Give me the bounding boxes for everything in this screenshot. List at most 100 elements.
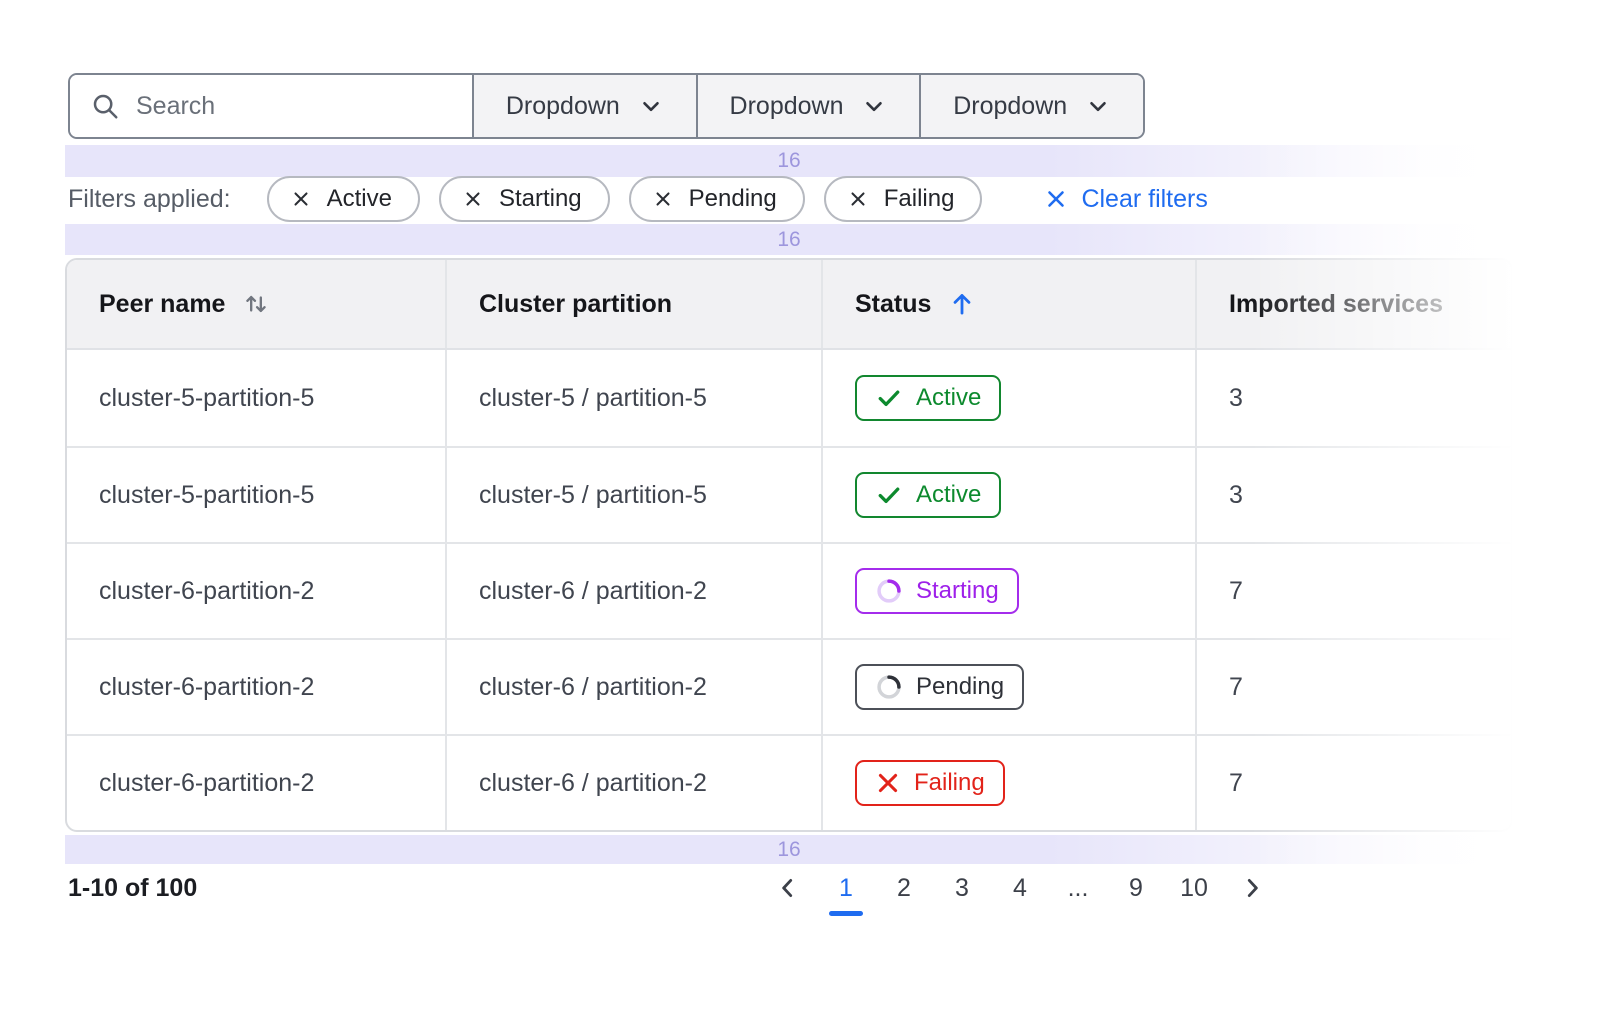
cell-imported-services: 3 xyxy=(1195,448,1511,542)
status-badge-pending: Pending xyxy=(855,664,1025,710)
column-header-status[interactable]: Status xyxy=(821,260,1195,348)
column-header-label: Peer name xyxy=(99,289,226,318)
spacing-marker: 16 xyxy=(65,224,1513,255)
check-icon xyxy=(875,481,903,509)
dropdown-label: Dropdown xyxy=(729,91,844,120)
filter-chip-active[interactable]: Active xyxy=(266,176,420,222)
page-button-2[interactable]: 2 xyxy=(897,873,911,902)
x-icon xyxy=(875,770,901,796)
cell-cluster-partition: cluster-6 / partition-2 xyxy=(445,736,821,830)
filter-chip-label: Starting xyxy=(498,185,582,212)
table-row: cluster-5-partition-5 cluster-5 / partit… xyxy=(67,350,1511,446)
check-icon xyxy=(875,384,903,412)
filters-applied-label: Filters applied: xyxy=(68,184,231,213)
sort-ascending-icon xyxy=(954,294,971,315)
filter-chip-label: Failing xyxy=(883,185,955,212)
dropdown-button-2[interactable]: Dropdown xyxy=(695,75,920,137)
column-header-imported-services: Imported services xyxy=(1195,260,1511,348)
status-badge-starting: Starting xyxy=(855,568,1019,614)
clear-filters-icon xyxy=(1044,187,1068,211)
column-header-cluster-partition: Cluster partition xyxy=(445,260,821,348)
cell-peer-name: cluster-5-partition-5 xyxy=(99,480,315,509)
filter-chip-list: Active Starting Pending Failing xyxy=(266,176,983,222)
filter-chip-label: Pending xyxy=(688,185,777,212)
spacing-marker-value: 16 xyxy=(777,149,801,172)
cell-status: Starting xyxy=(821,544,1195,638)
filter-chip-starting[interactable]: Starting xyxy=(438,176,610,222)
dropdown-label: Dropdown xyxy=(505,91,620,120)
cell-status: Pending xyxy=(821,640,1195,734)
remove-filter-icon xyxy=(462,188,484,210)
chevron-down-icon xyxy=(1090,101,1106,112)
pagination-controls: 1 2 3 4 ... 9 10 xyxy=(768,862,1290,916)
dropdown-button-1[interactable]: Dropdown xyxy=(472,75,696,137)
search-input[interactable] xyxy=(134,90,460,122)
next-page-button[interactable] xyxy=(1232,862,1272,914)
table-row: cluster-6-partition-2 cluster-6 / partit… xyxy=(67,638,1511,734)
cell-cluster-partition: cluster-5 / partition-5 xyxy=(445,350,821,446)
pagination-ellipsis: ... xyxy=(1067,873,1089,902)
status-badge-label: Starting xyxy=(916,577,999,604)
clear-filters-label: Clear filters xyxy=(1081,184,1208,213)
applied-filters-bar: Filters applied: Active Starting Pending xyxy=(68,176,1208,222)
table-row: cluster-6-partition-2 cluster-6 / partit… xyxy=(67,734,1511,830)
remove-filter-icon xyxy=(652,188,674,210)
sort-toggle-icon xyxy=(246,295,267,313)
previous-page-button[interactable] xyxy=(768,862,808,914)
search-icon xyxy=(93,94,118,119)
filter-chip-label: Active xyxy=(326,185,392,212)
search-field[interactable] xyxy=(70,75,472,137)
filter-chip-pending[interactable]: Pending xyxy=(628,176,805,222)
cell-peer-name: cluster-6-partition-2 xyxy=(99,576,315,605)
dropdown-button-3[interactable]: Dropdown xyxy=(919,75,1143,137)
column-header-label: Cluster partition xyxy=(479,289,673,318)
spacing-marker-value: 16 xyxy=(777,227,801,251)
column-header-label: Imported services xyxy=(1229,289,1443,318)
clear-filters-button[interactable]: Clear filters xyxy=(1044,184,1208,214)
filter-toolbar: Dropdown Dropdown Dropdown xyxy=(68,73,1145,139)
page-button-4[interactable]: 4 xyxy=(1013,873,1027,902)
page-button-3[interactable]: 3 xyxy=(955,873,969,902)
spacing-marker: 16 xyxy=(65,835,1513,864)
cell-imported-services: 7 xyxy=(1195,544,1511,638)
chevron-right-icon xyxy=(1247,879,1258,897)
cell-status: Active xyxy=(821,448,1195,542)
cell-imported-services: 3 xyxy=(1195,350,1511,446)
status-badge-label: Failing xyxy=(914,769,985,796)
page-button-1[interactable]: 1 xyxy=(826,862,866,916)
page-button-9[interactable]: 9 xyxy=(1129,873,1143,902)
cell-peer-name: cluster-6-partition-2 xyxy=(99,672,315,701)
cell-peer-name: cluster-6-partition-2 xyxy=(99,768,315,797)
cell-peer-name: cluster-5-partition-5 xyxy=(99,383,315,412)
page-button-10[interactable]: 10 xyxy=(1180,873,1208,902)
spacing-marker-value: 16 xyxy=(777,837,801,861)
spinner-icon xyxy=(875,673,903,701)
spinner-icon xyxy=(875,577,903,605)
cell-cluster-partition: cluster-6 / partition-2 xyxy=(445,640,821,734)
status-badge-label: Pending xyxy=(916,673,1005,700)
spacing-marker: 16 xyxy=(65,145,1513,177)
remove-filter-icon xyxy=(847,188,869,210)
status-badge-label: Active xyxy=(916,384,982,411)
cell-imported-services: 7 xyxy=(1195,736,1511,830)
cell-status: Failing xyxy=(821,736,1195,830)
chevron-down-icon xyxy=(643,101,659,112)
cell-imported-services: 7 xyxy=(1195,640,1511,734)
filter-chip-failing[interactable]: Failing xyxy=(823,176,983,222)
status-badge-label: Active xyxy=(916,481,982,508)
cell-status: Active xyxy=(821,350,1195,446)
chevron-down-icon xyxy=(866,101,883,112)
dropdown-label: Dropdown xyxy=(953,91,1068,120)
column-header-peer-name[interactable]: Peer name xyxy=(67,260,445,348)
peers-table: Peer name Cluster partition Status Impor… xyxy=(65,258,1513,832)
remove-filter-icon xyxy=(290,188,312,210)
table-row: cluster-5-partition-5 cluster-5 / partit… xyxy=(67,446,1511,542)
pagination-summary: 1-10 of 100 xyxy=(68,874,198,902)
table-row: cluster-6-partition-2 cluster-6 / partit… xyxy=(67,542,1511,638)
status-badge-active: Active xyxy=(855,375,1002,421)
chevron-left-icon xyxy=(782,879,793,897)
status-badge-active: Active xyxy=(855,472,1002,518)
cell-cluster-partition: cluster-5 / partition-5 xyxy=(445,448,821,542)
status-badge-failing: Failing xyxy=(855,760,1005,806)
